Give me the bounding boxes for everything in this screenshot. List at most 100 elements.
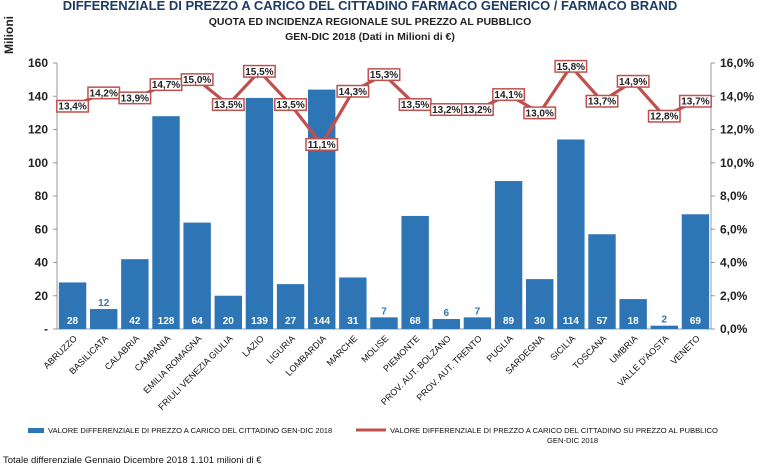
line-point-label-bg <box>555 61 586 72</box>
bar-value-label: 28 <box>67 316 79 327</box>
y-axis-label: Milioni <box>2 16 16 54</box>
bar-value-label: 139 <box>251 316 268 327</box>
line-point-label-bg <box>182 74 213 85</box>
line-point-label-bg <box>57 101 88 112</box>
bar <box>463 317 492 329</box>
chart-subtitle-line1: QUOTA ED INCIDENZA REGIONALE SUL PREZZO … <box>209 16 532 28</box>
y-tick-label: 100 <box>28 156 48 170</box>
line-point-label: 13,9% <box>121 93 149 104</box>
bar <box>681 214 710 329</box>
category-label: PUGLIA <box>485 333 515 363</box>
category-label: MOLISE <box>359 333 390 364</box>
line-point-label-bg <box>462 104 493 115</box>
bar-value-label: 114 <box>563 316 580 327</box>
bar <box>494 181 523 329</box>
bar <box>588 234 616 329</box>
bar <box>619 299 647 329</box>
y2-tick-label: 12,0% <box>720 123 754 137</box>
bar <box>339 277 367 329</box>
bar <box>401 215 429 329</box>
line-point-label: 13,4% <box>58 102 86 113</box>
bar <box>432 319 460 329</box>
bar-value-label: 89 <box>503 316 515 327</box>
bar-value-label: 12 <box>98 298 110 309</box>
category-label: TOSCANA <box>571 333 609 371</box>
y-tick-label: 60 <box>35 222 49 236</box>
y-tick-label: 20 <box>35 289 49 303</box>
y-tick-label: 120 <box>28 123 48 137</box>
line-point-label: 14,3% <box>339 87 367 98</box>
y-tick-label: 80 <box>35 189 49 203</box>
bar-value-label: 64 <box>192 316 204 327</box>
line-point-label: 13,7% <box>681 97 709 108</box>
line-point-label-bg <box>369 69 399 80</box>
line-point-label: 14,2% <box>90 88 118 99</box>
line-point-label: 11,1% <box>308 140 336 151</box>
line-point-label: 15,5% <box>245 67 273 78</box>
bar <box>370 317 398 329</box>
bar-value-label: 30 <box>534 316 546 327</box>
y-tick-label: - <box>44 322 48 336</box>
line-point-label-bg <box>306 139 337 150</box>
line-point-label: 13,5% <box>276 100 304 111</box>
category-label: MARCHE <box>325 333 360 368</box>
category-label: UMBRIA <box>608 333 640 365</box>
bar-value-label: 31 <box>347 316 359 327</box>
y2-tick-label: 6,0% <box>720 222 748 236</box>
line-point-label-bg <box>213 99 244 110</box>
line-point-label: 13,5% <box>214 100 242 111</box>
y2-tick-label: 16,0% <box>720 56 754 70</box>
line-point-label-bg <box>680 96 711 107</box>
line-point-label: 13,5% <box>401 100 429 111</box>
line-point-label-bg <box>337 86 368 97</box>
bar-value-label: 69 <box>690 316 702 327</box>
line-point-label: 13,0% <box>526 108 554 119</box>
legend-bar-swatch <box>28 428 44 433</box>
footnote: Totale differenziale Gennaio Dicembre 20… <box>3 455 262 466</box>
bar-value-label: 2 <box>662 315 668 326</box>
legend-line-label-2: GEN-DIC 2018 <box>547 436 598 445</box>
line-point-label-bg <box>493 89 524 100</box>
bar <box>152 116 180 329</box>
bar-value-label: 20 <box>223 316 235 327</box>
bar <box>121 259 149 329</box>
y2-tick-label: 8,0% <box>720 189 748 203</box>
y2-tick-label: 0,0% <box>720 322 748 336</box>
bar-value-label: 68 <box>410 316 422 327</box>
bar <box>526 279 554 329</box>
line-point-label-bg <box>119 92 150 103</box>
line-point-label: 12,8% <box>650 112 678 123</box>
category-label: LAZIO <box>240 333 265 358</box>
category-labels: ABRUZZOBASILICATACALABRIACAMPANIAEMILIA … <box>41 333 701 412</box>
y2-tick-label: 14,0% <box>720 89 754 103</box>
bar-value-label: 7 <box>475 306 481 317</box>
line-layer: 13,4% 14,2% 13,9%14,7% 15,0% 13,5% 15,5% 13,5%… <box>56 59 712 151</box>
y2-tick-label: 2,0% <box>720 289 748 303</box>
bar-value-label: 144 <box>313 316 330 327</box>
chart-title: DIFFERENZIALE DI PREZZO A CARICO DEL CIT… <box>63 0 678 13</box>
bar <box>90 309 118 329</box>
category-label: VENETO <box>669 333 702 366</box>
line-point-label: 15,8% <box>557 62 585 73</box>
category-label: SICILIA <box>548 333 577 362</box>
line-point-label: 13,2% <box>463 105 491 116</box>
line-point-label-bg <box>400 99 431 110</box>
line-point-label-bg <box>88 87 119 98</box>
bar-value-label: 18 <box>628 316 640 327</box>
legend-line-label: VALORE DIFFERENZIALE DI PREZZO A CARICO … <box>390 426 718 435</box>
bar <box>183 222 211 329</box>
bar <box>557 139 585 329</box>
y2-tick-label: 4,0% <box>720 256 748 270</box>
line-point-label-bg <box>151 79 181 90</box>
bar <box>245 97 274 329</box>
line-point-label: 13,7% <box>588 97 616 108</box>
line-point-label: 13,2% <box>432 105 460 116</box>
line-point-label: 14,7% <box>152 80 180 91</box>
line-point-label-bg <box>275 99 306 110</box>
bar-value-label: 42 <box>129 316 141 327</box>
bar <box>276 284 305 329</box>
bar-value-label: 128 <box>158 316 175 327</box>
line-point-label-bg <box>431 104 462 115</box>
y-tick-label: 160 <box>28 56 48 70</box>
